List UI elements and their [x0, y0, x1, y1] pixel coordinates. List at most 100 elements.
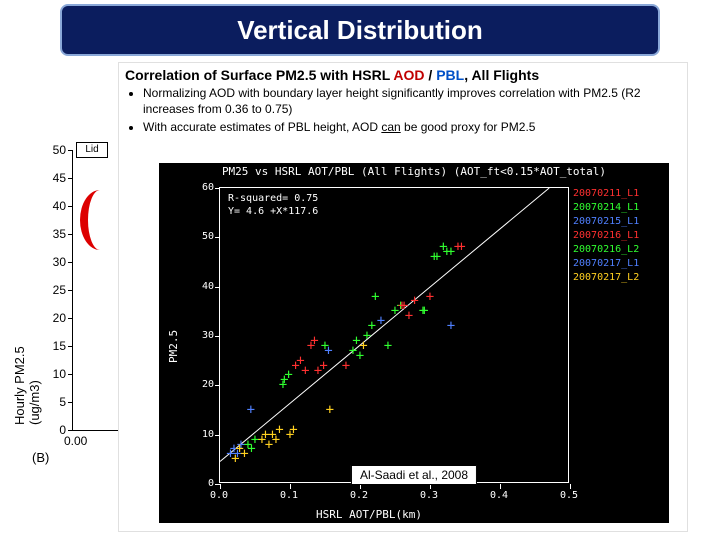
- bg-axis-line: [72, 150, 73, 430]
- bullet-1-text: Normalizing AOD with boundary layer heig…: [143, 86, 641, 116]
- bg-ytick-line: [68, 402, 72, 403]
- bg-ytick: 5: [38, 395, 66, 409]
- legend-item: 20070211_L1: [573, 187, 665, 201]
- bg-ytick: 30: [38, 255, 66, 269]
- chart-title: PM25 vs HSRL AOT/PBL (All Flights) (AOT_…: [159, 165, 669, 178]
- bg-ytick: 0: [38, 423, 66, 437]
- ytick-mark: [215, 287, 220, 288]
- ytick-label: 50: [190, 231, 214, 242]
- xtick-mark: [290, 484, 291, 489]
- overlay-panel: Correlation of Surface PM2.5 with HSRL A…: [118, 62, 688, 532]
- data-point: +: [324, 344, 332, 358]
- page-title: Vertical Distribution: [237, 15, 483, 46]
- bg-ytick-line: [68, 234, 72, 235]
- chart-xlabel: HSRL AOT/PBL(km): [159, 508, 579, 521]
- fit-stats: R-squared= 0.75 Y= 4.6 +X*117.6: [228, 192, 318, 218]
- fit-equation: Y= 4.6 +X*117.6: [228, 205, 318, 218]
- data-point: +: [289, 423, 297, 437]
- panel-title-3: , All Flights: [464, 67, 539, 83]
- data-point: +: [247, 403, 255, 417]
- bg-ytick: 50: [38, 143, 66, 157]
- bullet-2-underline: can: [381, 120, 400, 134]
- bg-ytick: 35: [38, 227, 66, 241]
- chart-ylabel: PM2.5: [167, 330, 180, 363]
- panel-title-1: Correlation of Surface PM2.5 with HSRL: [125, 67, 393, 83]
- bg-ytick: 40: [38, 199, 66, 213]
- ytick-mark: [215, 435, 220, 436]
- ytick-mark: [215, 237, 220, 238]
- legend-item: 20070216_L2: [573, 243, 665, 257]
- ytick-mark: [215, 484, 220, 485]
- data-point: +: [405, 309, 413, 323]
- bg-ytick-line: [68, 150, 72, 151]
- legend-item: 20070214_L1: [573, 201, 665, 215]
- bullet-2: With accurate estimates of PBL height, A…: [143, 119, 679, 135]
- xtick-label: 0.2: [350, 490, 368, 501]
- bullet-1: Normalizing AOD with boundary layer heig…: [143, 85, 679, 117]
- panel-title-pbl: PBL: [436, 67, 464, 83]
- bg-ytick-line: [68, 178, 72, 179]
- bg-ytick: 20: [38, 311, 66, 325]
- ytick-mark: [215, 336, 220, 337]
- bg-ytick: 25: [38, 283, 66, 297]
- bg-ytick-line: [68, 206, 72, 207]
- bg-ytick-line: [68, 430, 72, 431]
- bg-ytick: 15: [38, 339, 66, 353]
- bg-ytick-line: [68, 290, 72, 291]
- xtick-label: 0.1: [280, 490, 298, 501]
- title-bar: Vertical Distribution: [60, 4, 660, 56]
- ytick-label: 60: [190, 182, 214, 193]
- ytick-label: 40: [190, 281, 214, 292]
- xtick-label: 0.4: [490, 490, 508, 501]
- xtick-label: 0.3: [420, 490, 438, 501]
- panel-title-aod: AOD: [393, 67, 424, 83]
- data-point: +: [447, 319, 455, 333]
- bg-ytick-line: [68, 374, 72, 375]
- ytick-label: 10: [190, 429, 214, 440]
- ytick-label: 30: [190, 330, 214, 341]
- data-point: +: [384, 339, 392, 353]
- ytick-label: 20: [190, 379, 214, 390]
- legend: 20070211_L120070214_L120070215_L12007021…: [573, 187, 665, 285]
- data-point: +: [310, 334, 318, 348]
- xtick-label: 0.5: [560, 490, 578, 501]
- bg-ytick: 10: [38, 367, 66, 381]
- lid-label: Lid: [76, 142, 108, 158]
- ytick-mark: [215, 385, 220, 386]
- plot-area: R-squared= 0.75 Y= 4.6 +X*117.6 0.00.10.…: [219, 187, 569, 483]
- bg-ytick-line: [68, 318, 72, 319]
- legend-item: 20070217_L2: [573, 271, 665, 285]
- bg-ytick: 45: [38, 171, 66, 185]
- data-point: +: [319, 359, 327, 373]
- bg-ytick-line: [68, 262, 72, 263]
- xtick-label: 0.0: [210, 490, 228, 501]
- data-point: +: [457, 240, 465, 254]
- bg-xtick-0: 0.00: [64, 434, 87, 448]
- bg-ytick-line: [68, 346, 72, 347]
- panel-title-2: /: [425, 67, 437, 83]
- data-point: +: [326, 403, 334, 417]
- data-point: +: [420, 304, 428, 318]
- data-point: +: [301, 364, 309, 378]
- legend-item: 20070215_L1: [573, 215, 665, 229]
- ytick-mark: [215, 188, 220, 189]
- xtick-mark: [220, 484, 221, 489]
- bullet-2-post: be good proxy for PM2.5: [401, 120, 536, 134]
- panel-b-label: (B): [32, 450, 49, 465]
- data-point: +: [426, 290, 434, 304]
- background-yaxis: Hourly PM2.5 (ug/m3): [20, 140, 120, 460]
- data-point: +: [410, 294, 418, 308]
- panel-title: Correlation of Surface PM2.5 with HSRL A…: [119, 63, 687, 85]
- bullet-list: Normalizing AOD with boundary layer heig…: [119, 85, 687, 142]
- data-point: +: [377, 314, 385, 328]
- citation: Al-Saadi et al., 2008: [351, 465, 477, 485]
- legend-item: 20070216_L1: [573, 229, 665, 243]
- scatter-chart: PM25 vs HSRL AOT/PBL (All Flights) (AOT_…: [159, 163, 669, 523]
- ytick-label: 0: [190, 478, 214, 489]
- r-squared: R-squared= 0.75: [228, 192, 318, 205]
- bullet-2-pre: With accurate estimates of PBL height, A…: [143, 120, 381, 134]
- xtick-mark: [500, 484, 501, 489]
- legend-item: 20070217_L1: [573, 257, 665, 271]
- xtick-mark: [570, 484, 571, 489]
- data-point: +: [342, 359, 350, 373]
